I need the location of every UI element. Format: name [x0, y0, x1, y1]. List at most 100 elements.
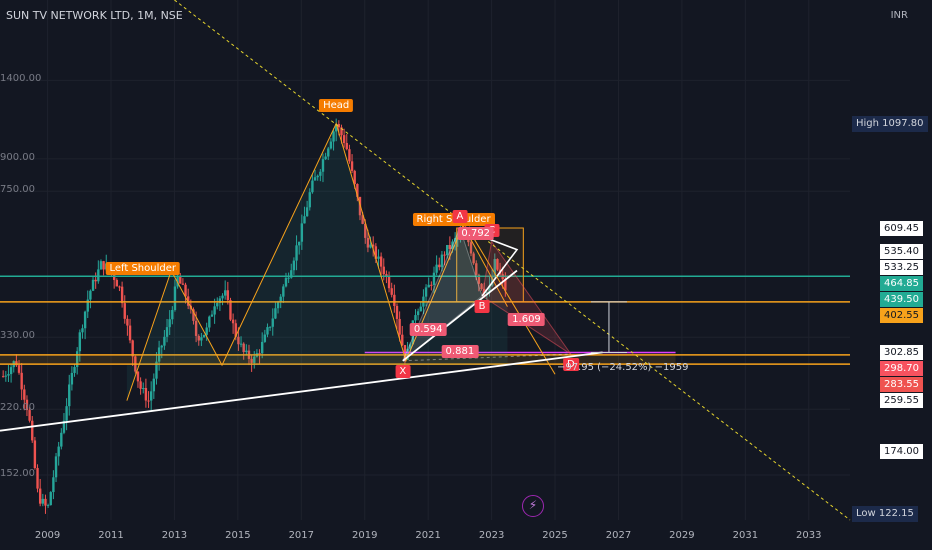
x-tick-label: 2031: [732, 530, 759, 541]
pattern-label: Head: [319, 98, 354, 112]
symbol-title: SUN TV NETWORK LTD, 1M, NSE: [6, 9, 183, 22]
candle-body: [263, 334, 267, 342]
candle-body: [144, 388, 148, 401]
candle-body: [242, 343, 245, 353]
candle-body: [155, 361, 158, 379]
candle-body: [25, 399, 29, 411]
price-tag: 439.50: [880, 292, 923, 308]
lightning-icon[interactable]: ⚡: [522, 495, 544, 517]
candle-body: [382, 266, 385, 275]
candle-body: [173, 286, 177, 311]
candle-body: [38, 488, 42, 504]
trendline-white: [0, 351, 603, 432]
candle-body: [443, 254, 446, 256]
price-tag: 402.55: [880, 308, 923, 324]
candle-body: [353, 170, 356, 184]
candle-body: [171, 310, 174, 320]
candle-body: [94, 279, 97, 282]
candle-body: [81, 328, 84, 333]
candle-body: [337, 123, 341, 128]
candle-body: [250, 358, 253, 363]
candle-body: [290, 270, 293, 278]
candle-body: [377, 256, 380, 259]
candle-body: [152, 378, 156, 392]
candle-body: [234, 323, 237, 337]
candle-body: [160, 345, 163, 348]
candle-body: [446, 244, 449, 256]
harmonic-ratio-label: 0.881: [441, 344, 479, 358]
candle-body: [97, 269, 100, 282]
candle-body: [316, 175, 319, 178]
candle-body: [65, 406, 68, 421]
candle-body: [266, 327, 269, 335]
candle-body: [245, 350, 248, 353]
candle-body: [488, 285, 491, 293]
price-tag: 609.45: [880, 221, 923, 237]
price-tag: 283.55: [880, 377, 923, 393]
pattern-label: Left Shoulder: [105, 261, 180, 275]
candle-body: [345, 143, 348, 150]
candle-body: [393, 294, 396, 306]
candle-body: [57, 446, 60, 457]
candle-body: [490, 276, 494, 286]
candle-body: [142, 388, 145, 390]
candle-body: [287, 277, 290, 279]
candle-body: [126, 318, 129, 326]
candle-body: [115, 280, 119, 287]
candle-body: [128, 325, 132, 341]
candle-body: [319, 171, 322, 176]
candle-body: [120, 286, 124, 304]
candle-body: [4, 375, 8, 377]
support-zone: [0, 354, 676, 365]
candle-body: [271, 318, 274, 327]
candle-body: [91, 279, 95, 291]
candle-body: [419, 306, 422, 312]
harmonic-point-label: X: [395, 364, 411, 378]
x-tick-label: 2021: [415, 530, 441, 541]
candle-body: [52, 477, 55, 493]
candle-body: [226, 290, 230, 301]
x-tick-label: 2019: [352, 530, 378, 541]
harmonic-point-label: A: [452, 210, 468, 223]
candle-body: [75, 351, 79, 368]
price-tag: 535.40: [880, 244, 923, 260]
hs-fill: [126, 123, 508, 401]
candle-body: [321, 159, 325, 172]
candle-body: [123, 303, 126, 319]
x-tick-label: 2025: [542, 530, 568, 541]
orange-channel: [468, 230, 556, 375]
candle-body: [395, 305, 399, 319]
candle-body: [279, 296, 282, 303]
candle-body: [374, 246, 378, 259]
candle-body: [68, 384, 71, 407]
candle-body: [86, 299, 89, 312]
candle-body: [237, 336, 240, 345]
price-tag: 464.85: [880, 276, 923, 292]
candle-body: [303, 216, 306, 224]
candle-body: [168, 319, 171, 328]
candle-body: [480, 283, 483, 289]
candle-body: [364, 223, 367, 238]
candle-body: [295, 245, 298, 261]
candle-body: [324, 156, 327, 160]
candle-body: [313, 177, 317, 181]
candle-body: [136, 371, 140, 382]
candle-body: [54, 456, 58, 478]
candle-body: [297, 241, 301, 246]
y-tick-label: 900.00: [0, 151, 35, 163]
candle-body: [60, 432, 63, 447]
candle-body: [179, 276, 182, 284]
y-tick-label: 1400.00: [0, 73, 42, 85]
candle-body: [414, 315, 417, 321]
candle-body: [253, 356, 256, 363]
candle-body: [31, 420, 34, 441]
candle-body: [398, 318, 401, 335]
candle-body: [369, 244, 372, 248]
candle-body: [131, 340, 134, 357]
candle-body: [83, 311, 87, 329]
candle-body: [416, 311, 420, 316]
candle-body: [300, 223, 304, 242]
candle-body: [430, 284, 433, 286]
candle-body: [438, 264, 441, 268]
candle-body: [282, 286, 285, 297]
